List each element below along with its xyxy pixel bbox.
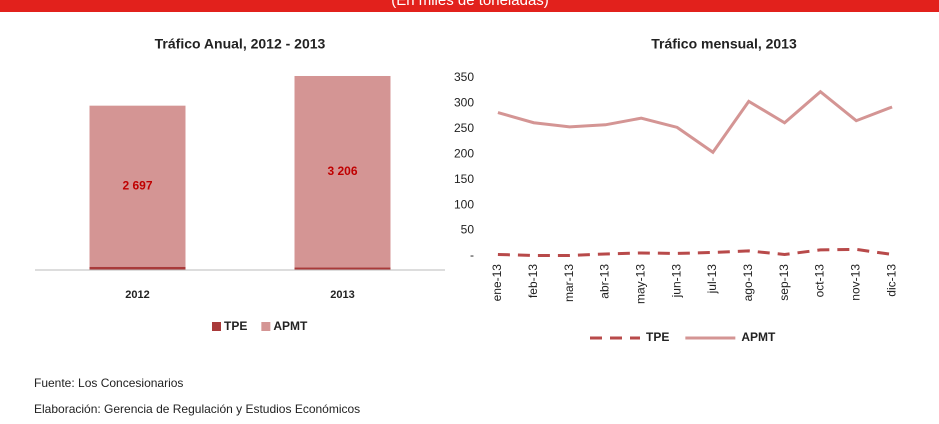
legend-label: APMT [273, 319, 308, 333]
bar-segment [89, 266, 186, 270]
y-tick-label: 350 [454, 70, 474, 84]
x-tick-label: abr-13 [598, 264, 612, 299]
banner [0, 0, 939, 12]
x-tick-label: mar-13 [562, 264, 576, 302]
y-tick-label: 100 [454, 197, 474, 211]
legend-swatch [261, 322, 271, 331]
y-tick-label: 300 [454, 96, 474, 110]
x-tick-label: oct-13 [813, 264, 827, 298]
x-tick-label: ene-13 [490, 264, 504, 302]
x-tick-label: 2012 [125, 289, 149, 301]
banner-text: (En miles de toneladas) [391, 0, 549, 9]
y-tick-label: 50 [461, 223, 475, 237]
credit: Elaboración: Gerencia de Regulación y Es… [34, 402, 360, 416]
y-tick-label: 200 [454, 146, 474, 160]
chart-title: Tráfico mensual, 2013 [651, 36, 797, 52]
bar-segment [294, 267, 391, 270]
x-tick-label: sep-13 [777, 264, 791, 301]
x-tick-label: feb-13 [526, 264, 540, 298]
legend-swatch [212, 322, 221, 331]
bar-segment [294, 75, 391, 268]
y-tick-label: - [470, 248, 474, 262]
bar-segment [89, 105, 186, 267]
x-tick-label: ago-13 [741, 264, 755, 302]
x-tick-label: may-13 [633, 264, 647, 304]
source: Fuente: Los Concesionarios [34, 376, 183, 390]
chart-title: Tráfico Anual, 2012 - 2013 [155, 36, 326, 52]
y-tick-label: 150 [454, 172, 474, 186]
legend-label: TPE [646, 330, 669, 344]
x-tick-label: jun-13 [669, 264, 683, 299]
line [497, 89, 893, 155]
data-label: 3 206 [327, 164, 357, 178]
legend-label: TPE [224, 319, 247, 333]
line [497, 247, 893, 257]
y-tick-label: 250 [454, 121, 474, 135]
legend-label: APMT [741, 330, 776, 344]
x-tick-label: jul-13 [705, 264, 719, 295]
x-tick-label: nov-13 [848, 264, 862, 301]
x-tick-label: dic-13 [884, 264, 898, 297]
data-label: 2 697 [122, 178, 152, 192]
x-tick-label: 2013 [330, 289, 354, 301]
